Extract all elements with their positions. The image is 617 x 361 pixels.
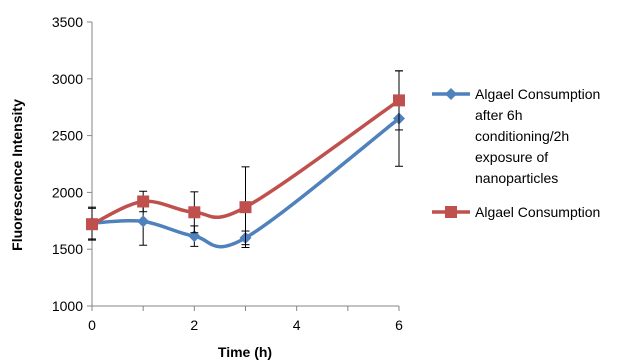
y-tick-label: 3000 <box>52 71 83 87</box>
plot-area <box>86 70 405 249</box>
data-point <box>393 94 405 107</box>
y-tick-label: 1500 <box>52 241 83 257</box>
y-axis-title: Fluorescence Intensity <box>9 99 25 251</box>
legend-diamond-marker <box>445 88 457 100</box>
legend-label: Algael Consumption <box>475 204 600 220</box>
x-tick-label: 4 <box>293 317 301 333</box>
x-tick-label: 0 <box>88 317 96 333</box>
y-tick-label: 3500 <box>52 14 83 30</box>
data-point <box>239 201 252 214</box>
data-point <box>137 195 150 208</box>
y-tick-label: 2500 <box>52 128 83 144</box>
legend-square-marker <box>445 206 457 218</box>
x-axis: 0 2 4 6 <box>88 305 403 333</box>
series-line <box>90 116 401 249</box>
data-point <box>137 215 150 228</box>
legend-item-1: Algael Consumption after 6h conditioning/2… <box>432 86 600 186</box>
x-axis-title: Time (h) <box>218 344 272 360</box>
data-point <box>188 206 201 219</box>
data-point <box>86 218 98 231</box>
series-2 <box>86 70 405 248</box>
legend: Algael Consumption after 6h conditioning/2… <box>432 86 600 220</box>
y-axis: 1000 1500 2000 2500 3000 3500 <box>52 14 93 314</box>
x-tick-label: 2 <box>190 317 198 333</box>
y-tick-label: 1000 <box>52 298 83 314</box>
y-tick-label: 2000 <box>52 184 83 200</box>
legend-label: Algael Consumption after 6h conditioning/2… <box>475 86 600 186</box>
legend-item-2: Algael Consumption <box>432 204 600 220</box>
series-line <box>90 98 401 226</box>
x-tick-label: 6 <box>395 317 403 333</box>
